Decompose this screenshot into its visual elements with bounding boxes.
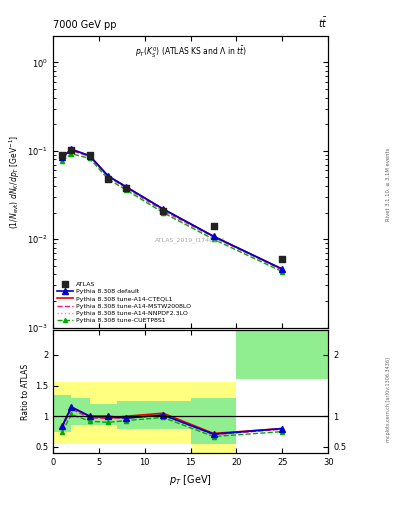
Pythia 8.308 tune-A14-CTEQL1 xyxy=(87,153,92,159)
Pythia 8.308 tune-A14-CTEQL1 xyxy=(69,146,74,153)
Pythia 8.308 tune-CUETP8S1 xyxy=(87,156,92,162)
Pythia 8.308 tune-A14-MSTW2008LO xyxy=(60,155,64,161)
Legend: ATLAS, Pythia 8.308 default, Pythia 8.308 tune-A14-CTEQL1, Pythia 8.308 tune-A14: ATLAS, Pythia 8.308 default, Pythia 8.30… xyxy=(56,281,192,325)
Pythia 8.308 tune-A14-CTEQL1 xyxy=(280,266,285,272)
Pythia 8.308 tune-A14-MSTW2008LO xyxy=(161,208,165,214)
Text: $p_T(K^0_S)$ (ATLAS KS and $\Lambda$ in $t\bar{t}$): $p_T(K^0_S)$ (ATLAS KS and $\Lambda$ in … xyxy=(134,45,247,60)
Pythia 8.308 tune-CUETP8S1 xyxy=(106,176,110,182)
Pythia 8.308 default xyxy=(280,266,285,272)
Pythia 8.308 tune-A14-NNPDF2.3LO xyxy=(106,174,110,180)
Pythia 8.308 tune-A14-CTEQL1 xyxy=(106,173,110,179)
Pythia 8.308 default xyxy=(106,173,110,179)
Pythia 8.308 default xyxy=(211,233,216,240)
Line: Pythia 8.308 tune-A14-MSTW2008LO: Pythia 8.308 tune-A14-MSTW2008LO xyxy=(62,151,282,270)
Pythia 8.308 tune-CUETP8S1 xyxy=(161,209,165,216)
Pythia 8.308 default xyxy=(69,146,74,153)
ATLAS xyxy=(86,151,93,159)
Text: Rivet 3.1.10, ≥ 3.1M events: Rivet 3.1.10, ≥ 3.1M events xyxy=(386,147,391,221)
Pythia 8.308 tune-A14-MSTW2008LO xyxy=(211,234,216,240)
Text: 7000 GeV pp: 7000 GeV pp xyxy=(53,20,117,30)
Pythia 8.308 tune-A14-CTEQL1 xyxy=(211,233,216,240)
ATLAS xyxy=(59,151,65,159)
Pythia 8.308 tune-A14-CTEQL1 xyxy=(60,154,64,160)
Pythia 8.308 tune-A14-NNPDF2.3LO xyxy=(69,147,74,154)
Line: Pythia 8.308 tune-CUETP8S1: Pythia 8.308 tune-CUETP8S1 xyxy=(60,152,285,274)
ATLAS xyxy=(105,175,111,183)
ATLAS xyxy=(123,184,130,192)
Pythia 8.308 tune-A14-NNPDF2.3LO xyxy=(60,155,64,161)
Pythia 8.308 tune-A14-CTEQL1 xyxy=(124,184,129,190)
Line: Pythia 8.308 default: Pythia 8.308 default xyxy=(59,146,285,272)
Pythia 8.308 tune-A14-NNPDF2.3LO xyxy=(161,208,165,214)
Pythia 8.308 tune-CUETP8S1 xyxy=(124,187,129,193)
X-axis label: $p_T$ [GeV]: $p_T$ [GeV] xyxy=(169,473,212,486)
Pythia 8.308 tune-CUETP8S1 xyxy=(69,151,74,157)
Pythia 8.308 tune-A14-NNPDF2.3LO xyxy=(211,234,216,240)
Pythia 8.308 default xyxy=(87,153,92,159)
ATLAS xyxy=(210,222,217,230)
Y-axis label: Ratio to ATLAS: Ratio to ATLAS xyxy=(20,364,29,420)
Pythia 8.308 default xyxy=(60,154,64,160)
Pythia 8.308 tune-CUETP8S1 xyxy=(211,236,216,242)
Text: ATLAS_2019_I1746286: ATLAS_2019_I1746286 xyxy=(155,237,226,243)
Line: Pythia 8.308 tune-A14-NNPDF2.3LO: Pythia 8.308 tune-A14-NNPDF2.3LO xyxy=(62,151,282,270)
Pythia 8.308 tune-A14-NNPDF2.3LO xyxy=(124,185,129,191)
ATLAS xyxy=(68,146,75,154)
Pythia 8.308 tune-A14-MSTW2008LO xyxy=(280,267,285,273)
Pythia 8.308 default xyxy=(124,184,129,190)
Pythia 8.308 tune-CUETP8S1 xyxy=(60,158,64,164)
Pythia 8.308 default xyxy=(161,206,165,212)
Pythia 8.308 tune-CUETP8S1 xyxy=(280,269,285,275)
Pythia 8.308 tune-A14-MSTW2008LO xyxy=(124,185,129,191)
Line: Pythia 8.308 tune-A14-CTEQL1: Pythia 8.308 tune-A14-CTEQL1 xyxy=(62,150,282,269)
Text: mcplots.cern.ch [arXiv:1306.3436]: mcplots.cern.ch [arXiv:1306.3436] xyxy=(386,357,391,442)
Pythia 8.308 tune-A14-MSTW2008LO xyxy=(106,174,110,180)
ATLAS xyxy=(160,207,166,215)
ATLAS xyxy=(279,255,285,263)
Text: $t\bar{t}$: $t\bar{t}$ xyxy=(318,16,328,30)
Y-axis label: $(1/N_\mathrm{evt})\ dN_K/dp_T\ [\mathrm{GeV}^{-1}]$: $(1/N_\mathrm{evt})\ dN_K/dp_T\ [\mathrm… xyxy=(7,135,22,229)
Pythia 8.308 tune-A14-MSTW2008LO xyxy=(69,147,74,154)
Pythia 8.308 tune-A14-MSTW2008LO xyxy=(87,154,92,160)
Pythia 8.308 tune-A14-CTEQL1 xyxy=(161,206,165,212)
Pythia 8.308 tune-A14-NNPDF2.3LO xyxy=(280,267,285,273)
Pythia 8.308 tune-A14-NNPDF2.3LO xyxy=(87,154,92,160)
